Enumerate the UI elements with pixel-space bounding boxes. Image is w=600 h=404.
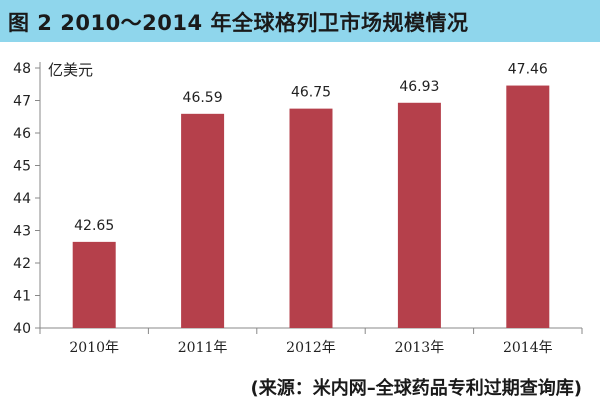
- data-label: 46.75: [291, 85, 331, 101]
- y-tick-label: 46: [13, 126, 31, 142]
- y-unit-label: 亿美元: [48, 61, 93, 79]
- figure-title: 图 2 2010～2014 年全球格列卫市场规模情况: [8, 11, 469, 35]
- x-tick-label: 2010年: [69, 340, 119, 356]
- title-bar: 图 2 2010～2014 年全球格列卫市场规模情况: [0, 0, 600, 42]
- y-tick-label: 48: [13, 61, 31, 77]
- bar-chart: 40 41 42 43 44 45 46 47 48 亿美元 42.65 2010年 46.59 2011…: [13, 61, 583, 356]
- source-note: (来源：米内网–全球药品专利过期查询库): [250, 378, 582, 399]
- y-tick-label: 43: [13, 224, 31, 240]
- data-label: 46.93: [399, 79, 439, 95]
- bar: [72, 241, 116, 328]
- bar: [181, 113, 225, 328]
- bar: [289, 108, 333, 328]
- bar: [506, 85, 550, 328]
- x-tick-label: 2013年: [395, 340, 445, 356]
- data-label: 47.46: [508, 62, 548, 78]
- y-tick-label: 47: [13, 94, 31, 110]
- data-label: 42.65: [74, 218, 114, 234]
- bar: [397, 102, 441, 329]
- y-tick-label: 41: [13, 289, 31, 305]
- y-tick-label: 44: [13, 191, 31, 207]
- data-label: 46.59: [183, 90, 223, 106]
- x-tick-label: 2012年: [286, 340, 336, 356]
- y-tick-label: 40: [13, 321, 31, 337]
- x-tick-label: 2014年: [503, 340, 553, 356]
- y-tick-label: 42: [13, 256, 31, 272]
- y-tick-label: 45: [13, 159, 31, 175]
- x-tick-label: 2011年: [178, 340, 228, 356]
